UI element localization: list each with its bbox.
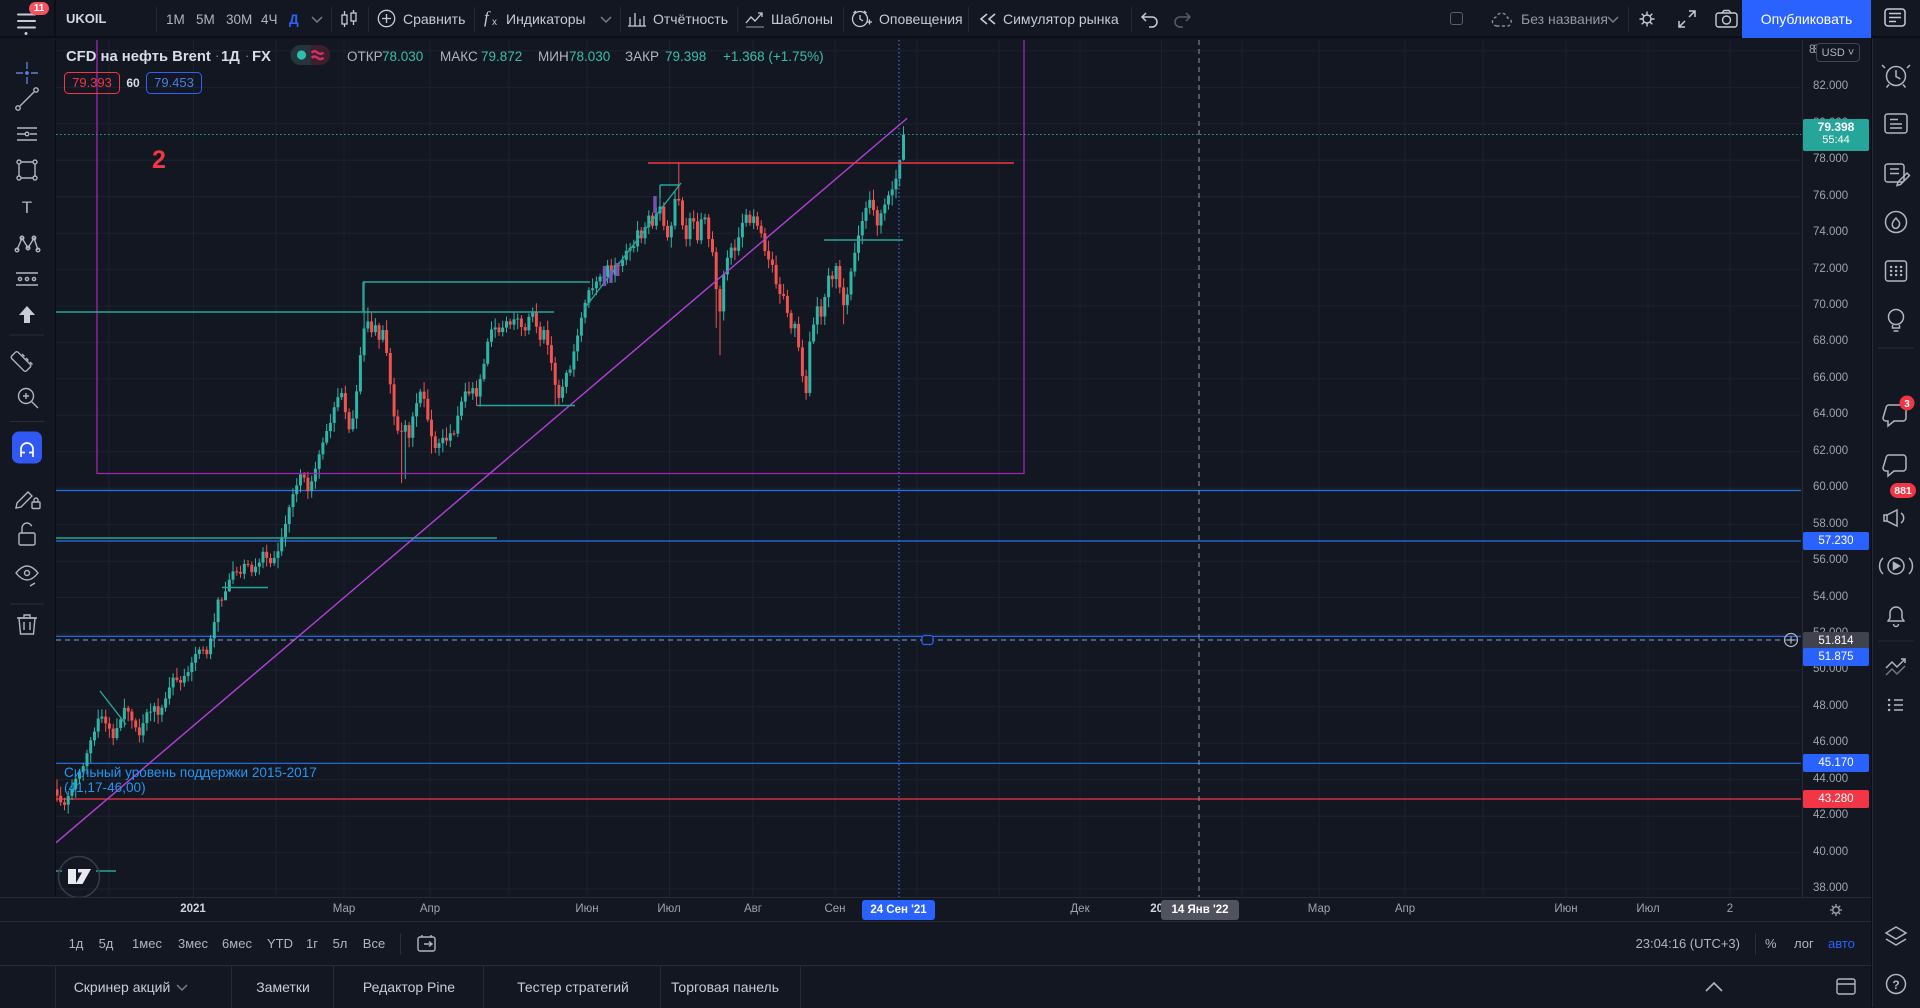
svg-text:2: 2 (152, 146, 166, 174)
svg-text:1Д: 1Д (221, 49, 240, 65)
svg-text:МИН: МИН (538, 49, 569, 64)
svg-text:CFD на нефть Brent: CFD на нефть Brent (66, 49, 211, 65)
svg-text:3: 3 (1904, 399, 1910, 410)
svg-text:(41,17-46,00): (41,17-46,00) (64, 780, 146, 795)
svg-text:?: ? (1892, 978, 1899, 992)
svg-text:60: 60 (126, 76, 140, 90)
svg-text:FX: FX (252, 49, 271, 65)
svg-text:Сильный уровень поддержки 2015: Сильный уровень поддержки 2015-2017 (64, 765, 317, 780)
svg-text:79.872: 79.872 (481, 49, 522, 64)
svg-text:ОТКР: ОТКР (347, 49, 383, 64)
svg-text:79.453: 79.453 (154, 75, 194, 90)
svg-text:79.398: 79.398 (665, 49, 706, 64)
svg-text:МАКС: МАКС (440, 49, 478, 64)
svg-text:79.393: 79.393 (72, 75, 112, 90)
svg-text:·: · (245, 48, 249, 63)
svg-text:78.030: 78.030 (569, 49, 610, 64)
svg-text:78.030: 78.030 (382, 49, 423, 64)
svg-text:+1.368 (+1.75%): +1.368 (+1.75%) (723, 49, 824, 64)
svg-text:881: 881 (1894, 485, 1912, 497)
svg-text:T: T (22, 198, 32, 217)
svg-text:ЗАКР: ЗАКР (625, 49, 659, 64)
svg-text:·: · (215, 48, 219, 63)
